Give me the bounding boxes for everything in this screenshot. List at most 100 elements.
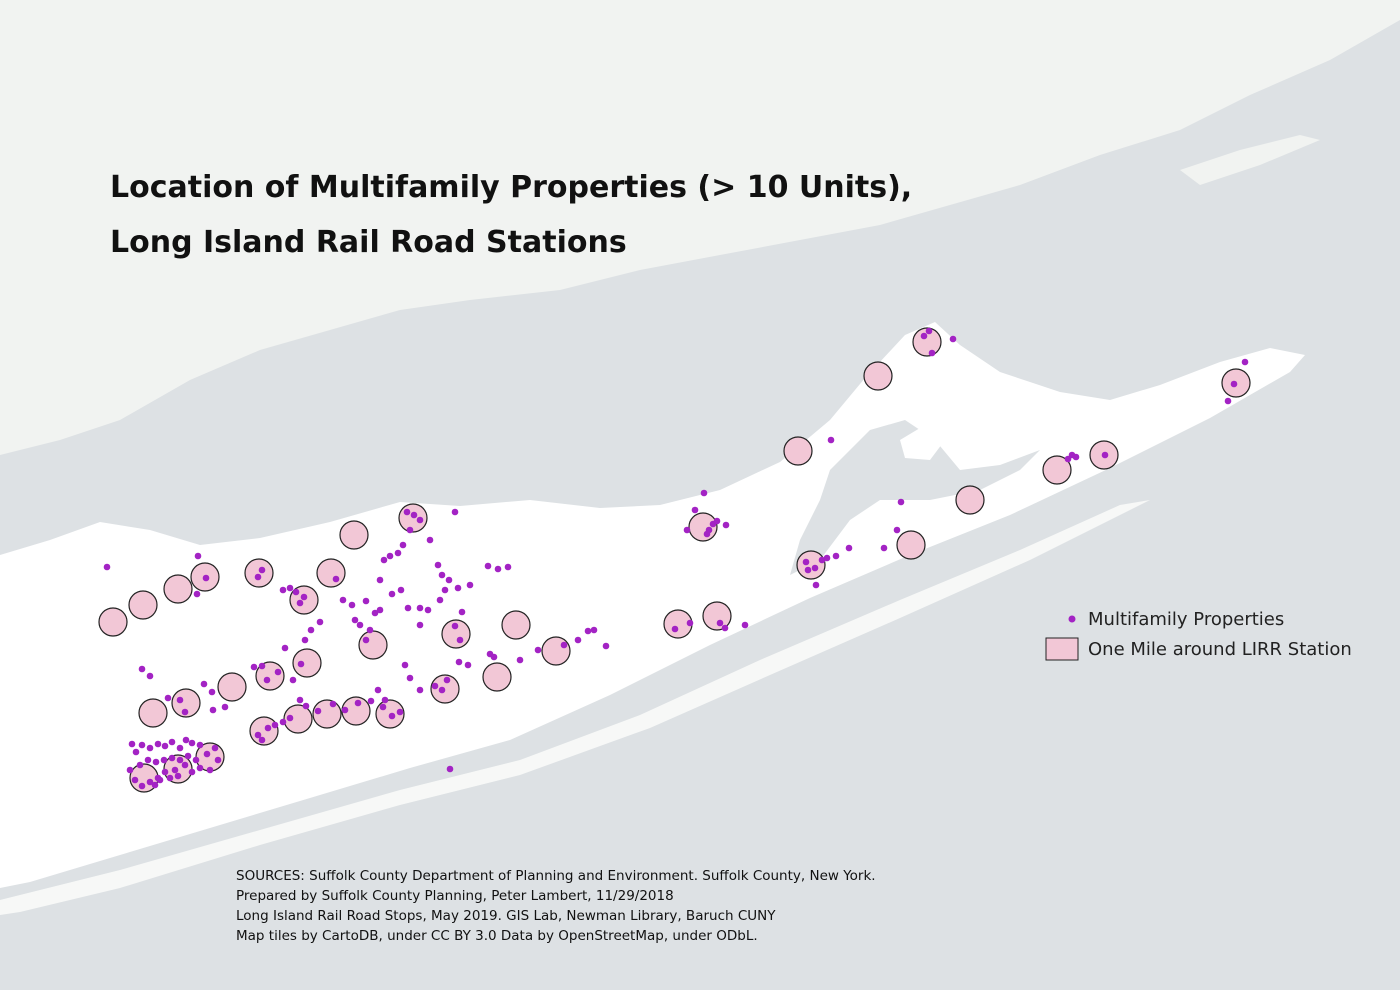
- property-dot: [136, 761, 144, 769]
- property-dot: [1072, 453, 1080, 461]
- station-buffer: [163, 574, 193, 604]
- property-dot: [296, 696, 304, 704]
- property-dot: [811, 564, 819, 572]
- property-dot: [168, 738, 176, 746]
- station-buffer: [171, 688, 201, 718]
- property-dot: [920, 332, 928, 340]
- property-dot: [823, 554, 831, 562]
- property-dot: [454, 584, 462, 592]
- property-dot: [401, 661, 409, 669]
- property-dot: [348, 601, 356, 609]
- property-dot: [893, 526, 901, 534]
- property-dot: [845, 544, 853, 552]
- property-dot: [399, 541, 407, 549]
- property-dot: [211, 744, 219, 752]
- property-dot: [403, 508, 411, 516]
- property-dot: [302, 702, 310, 710]
- station-buffer: [912, 327, 942, 357]
- property-dot: [128, 740, 136, 748]
- property-dot: [164, 694, 172, 702]
- property-dot: [156, 776, 164, 784]
- property-dot: [182, 736, 190, 744]
- property-dot: [332, 575, 340, 583]
- property-dot: [827, 436, 835, 444]
- mainland: [0, 0, 1400, 455]
- property-dot: [151, 781, 159, 789]
- station-buffers: [98, 327, 1251, 793]
- station-buffer: [702, 601, 732, 631]
- property-dot: [316, 618, 324, 626]
- property-dot: [200, 680, 208, 688]
- property-dot: [301, 636, 309, 644]
- property-dot: [221, 703, 229, 711]
- property-dot: [144, 756, 152, 764]
- property-dot: [171, 766, 179, 774]
- legend-label: One Mile around LIRR Station: [1088, 639, 1352, 660]
- property-dot: [446, 765, 454, 773]
- property-dot: [131, 776, 139, 784]
- property-dot: [386, 552, 394, 560]
- property-dot: [671, 625, 679, 633]
- property-dot: [494, 565, 502, 573]
- property-dot: [416, 621, 424, 629]
- property-dot: [376, 576, 384, 584]
- property-dot: [279, 586, 287, 594]
- property-dot: [949, 335, 957, 343]
- property-dot: [254, 573, 262, 581]
- property-dot: [410, 511, 418, 519]
- property-dot: [146, 672, 154, 680]
- property-dot: [1101, 451, 1109, 459]
- property-dot: [397, 586, 405, 594]
- property-dot: [925, 327, 933, 335]
- property-dot: [380, 556, 388, 564]
- property-dot: [362, 636, 370, 644]
- property-dot: [307, 626, 315, 634]
- property-dot: [426, 536, 434, 544]
- long-island: [0, 322, 1305, 888]
- station-buffer: [955, 485, 985, 515]
- property-dot: [534, 646, 542, 654]
- property-dot: [394, 549, 402, 557]
- legend-swatch: [1045, 637, 1079, 661]
- property-dot: [161, 742, 169, 750]
- station-buffer: [98, 607, 128, 637]
- property-dot: [196, 741, 204, 749]
- property-dot: [396, 708, 404, 716]
- property-dot: [202, 574, 210, 582]
- property-dot: [146, 778, 154, 786]
- property-dot: [160, 756, 168, 764]
- property-dot: [438, 571, 446, 579]
- station-buffer: [501, 610, 531, 640]
- station-buffer: [358, 630, 388, 660]
- property-dot: [516, 656, 524, 664]
- station-buffer: [863, 361, 893, 391]
- property-dot: [436, 596, 444, 604]
- legend-dot: [1068, 615, 1076, 623]
- property-dot: [464, 661, 472, 669]
- ct-shoreline: [1180, 135, 1320, 185]
- property-dot: [258, 566, 266, 574]
- station-buffer: [896, 530, 926, 560]
- property-dot: [351, 616, 359, 624]
- property-dot: [716, 619, 724, 627]
- property-dot: [388, 590, 396, 598]
- station-buffer: [541, 636, 571, 666]
- properties: [103, 327, 1249, 790]
- property-dot: [683, 526, 691, 534]
- station-buffer: [316, 558, 346, 588]
- property-dot: [434, 561, 442, 569]
- property-dot: [203, 750, 211, 758]
- property-dot: [138, 741, 146, 749]
- property-dot: [214, 756, 222, 764]
- property-dot: [181, 708, 189, 716]
- property-dot: [161, 768, 169, 776]
- property-dot: [416, 516, 424, 524]
- property-dot: [341, 706, 349, 714]
- property-dot: [126, 766, 134, 774]
- property-dot: [406, 526, 414, 534]
- property-dot: [1224, 397, 1232, 405]
- property-dot: [832, 552, 840, 560]
- property-dot: [456, 636, 464, 644]
- property-dot: [339, 596, 347, 604]
